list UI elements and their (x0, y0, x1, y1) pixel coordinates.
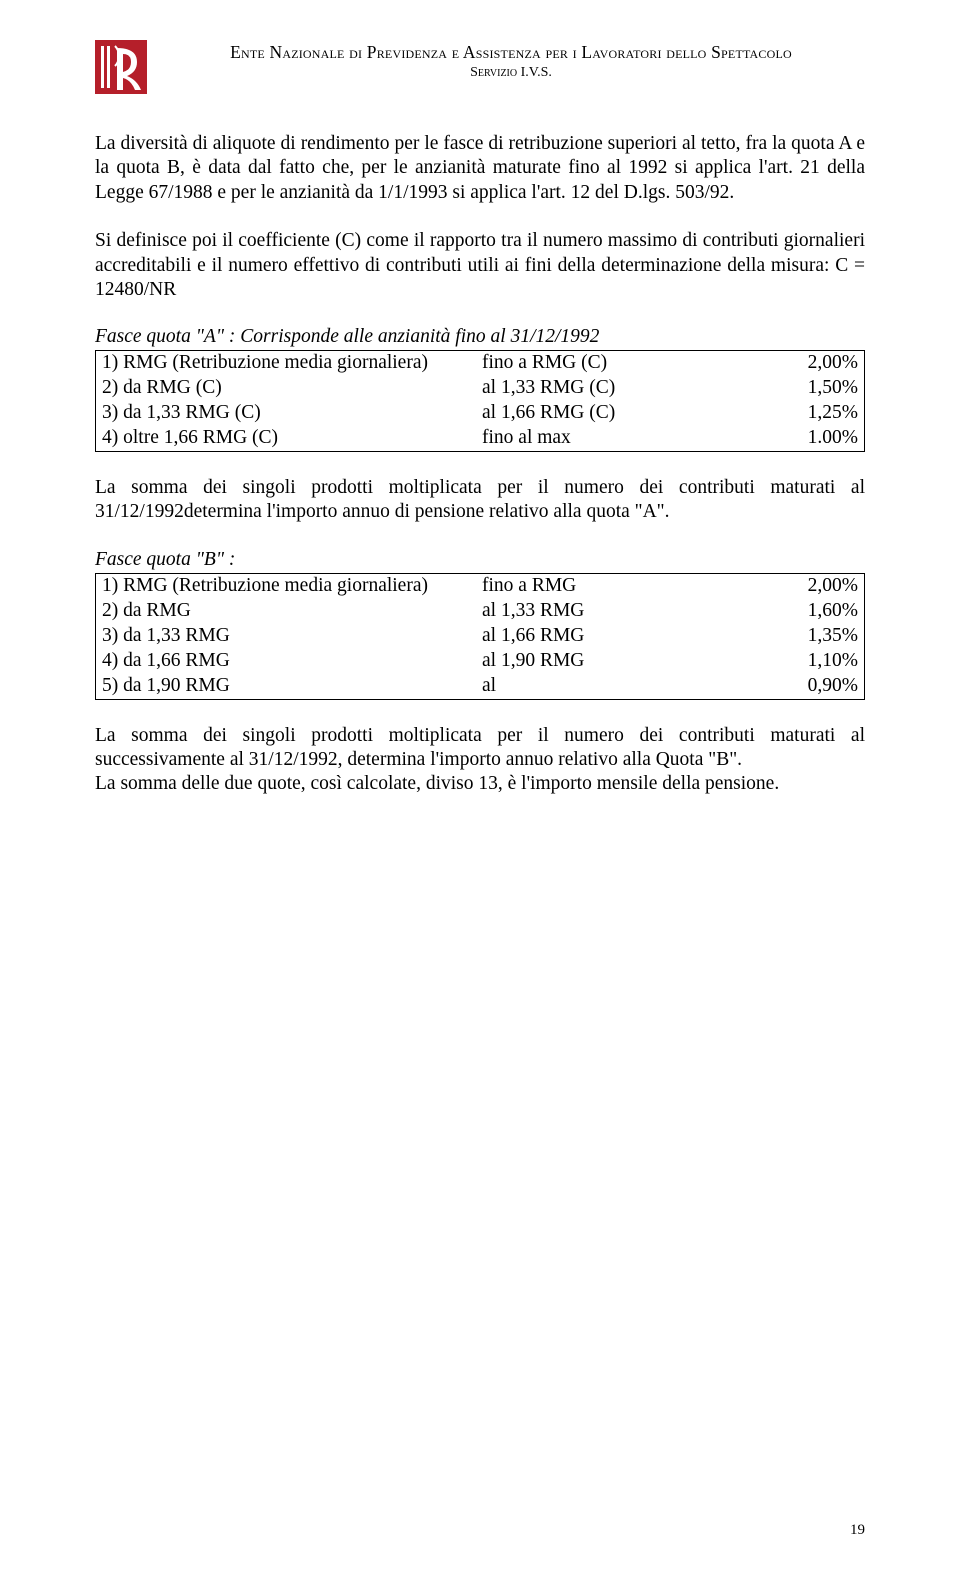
table-row: 4) da 1,66 RMG al 1,90 RMG 1,10% (96, 649, 865, 674)
quota-a-table: 1) RMG (Retribuzione media giornaliera) … (95, 350, 865, 452)
header-text-block: Ente Nazionale di Previdenza e Assistenz… (157, 40, 865, 81)
org-name: Ente Nazionale di Previdenza e Assistenz… (157, 42, 865, 63)
table-row: 1) RMG (Retribuzione media giornaliera) … (96, 573, 865, 598)
paragraph-2: Si definisce poi il coefficiente (C) com… (95, 229, 865, 302)
cell: al 1,33 RMG (C) (480, 376, 726, 401)
paragraph-3: La somma dei singoli prodotti moltiplica… (95, 476, 865, 525)
table-row: 1) RMG (Retribuzione media giornaliera) … (96, 351, 865, 376)
table-row: 3) da 1,33 RMG al 1,66 RMG 1,35% (96, 624, 865, 649)
cell: 2,00% (726, 573, 864, 598)
page-header: Ente Nazionale di Previdenza e Assistenz… (95, 40, 865, 94)
cell: 1.00% (726, 426, 864, 451)
page-number: 19 (850, 1522, 865, 1539)
quota-b-table: 1) RMG (Retribuzione media giornaliera) … (95, 573, 865, 700)
cell: fino a RMG (C) (480, 351, 726, 376)
cell: al 1,66 RMG (480, 624, 726, 649)
quota-b-heading: Fasce quota "B" : (95, 549, 865, 571)
table-row: 4) oltre 1,66 RMG (C) fino al max 1.00% (96, 426, 865, 451)
table-row: 2) da RMG (C) al 1,33 RMG (C) 1,50% (96, 376, 865, 401)
cell: 1,50% (726, 376, 864, 401)
cell: 1) RMG (Retribuzione media giornaliera) (96, 351, 481, 376)
org-logo-icon (95, 40, 147, 94)
cell: 2) da RMG (96, 599, 481, 624)
cell: al (480, 674, 726, 699)
cell: 0,90% (726, 674, 864, 699)
cell: 1,25% (726, 401, 864, 426)
cell: 4) oltre 1,66 RMG (C) (96, 426, 481, 451)
cell: 2) da RMG (C) (96, 376, 481, 401)
cell: 5) da 1,90 RMG (96, 674, 481, 699)
cell: 4) da 1,66 RMG (96, 649, 481, 674)
table-row: 2) da RMG al 1,33 RMG 1,60% (96, 599, 865, 624)
paragraph-1: La diversità di aliquote di rendimento p… (95, 132, 865, 205)
cell: 1,10% (726, 649, 864, 674)
paragraph-5: La somma delle due quote, così calcolate… (95, 772, 865, 796)
cell: al 1,33 RMG (480, 599, 726, 624)
cell: fino a RMG (480, 573, 726, 598)
table-row: 3) da 1,33 RMG (C) al 1,66 RMG (C) 1,25% (96, 401, 865, 426)
cell: 3) da 1,33 RMG (C) (96, 401, 481, 426)
cell: 1,35% (726, 624, 864, 649)
quota-a-heading: Fasce quota "A" : Corrisponde alle anzia… (95, 326, 865, 348)
cell: 1) RMG (Retribuzione media giornaliera) (96, 573, 481, 598)
cell: 3) da 1,33 RMG (96, 624, 481, 649)
cell: fino al max (480, 426, 726, 451)
cell: 1,60% (726, 599, 864, 624)
paragraph-4: La somma dei singoli prodotti moltiplica… (95, 724, 865, 773)
cell: al 1,66 RMG (C) (480, 401, 726, 426)
table-row: 5) da 1,90 RMG al 0,90% (96, 674, 865, 699)
cell: 2,00% (726, 351, 864, 376)
service-name: Servizio I.V.S. (157, 65, 865, 81)
cell: al 1,90 RMG (480, 649, 726, 674)
